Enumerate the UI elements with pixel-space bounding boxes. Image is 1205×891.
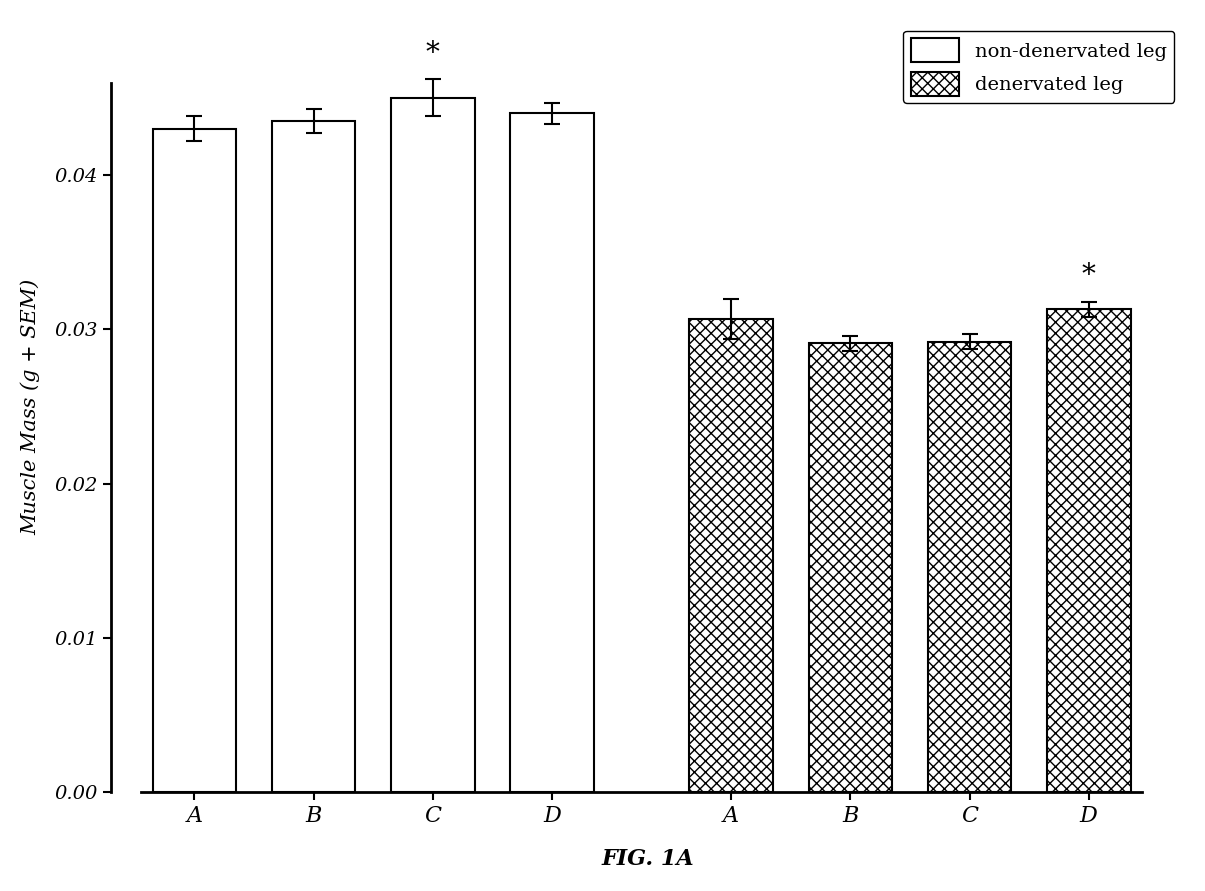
Bar (1047, 309, 1130, 792)
Bar (689, 319, 772, 792)
Text: *: * (1082, 262, 1095, 290)
Bar (392, 98, 475, 792)
Text: *: * (427, 40, 440, 67)
Bar (153, 129, 236, 792)
Bar (928, 341, 1011, 792)
Bar (809, 343, 892, 792)
Bar (511, 113, 594, 792)
X-axis label: FIG. 1A: FIG. 1A (601, 848, 694, 871)
Legend: non-denervated leg, denervated leg: non-denervated leg, denervated leg (903, 30, 1175, 103)
Y-axis label: Muscle Mass (g + SEM): Muscle Mass (g + SEM) (20, 278, 41, 535)
Bar (272, 121, 355, 792)
